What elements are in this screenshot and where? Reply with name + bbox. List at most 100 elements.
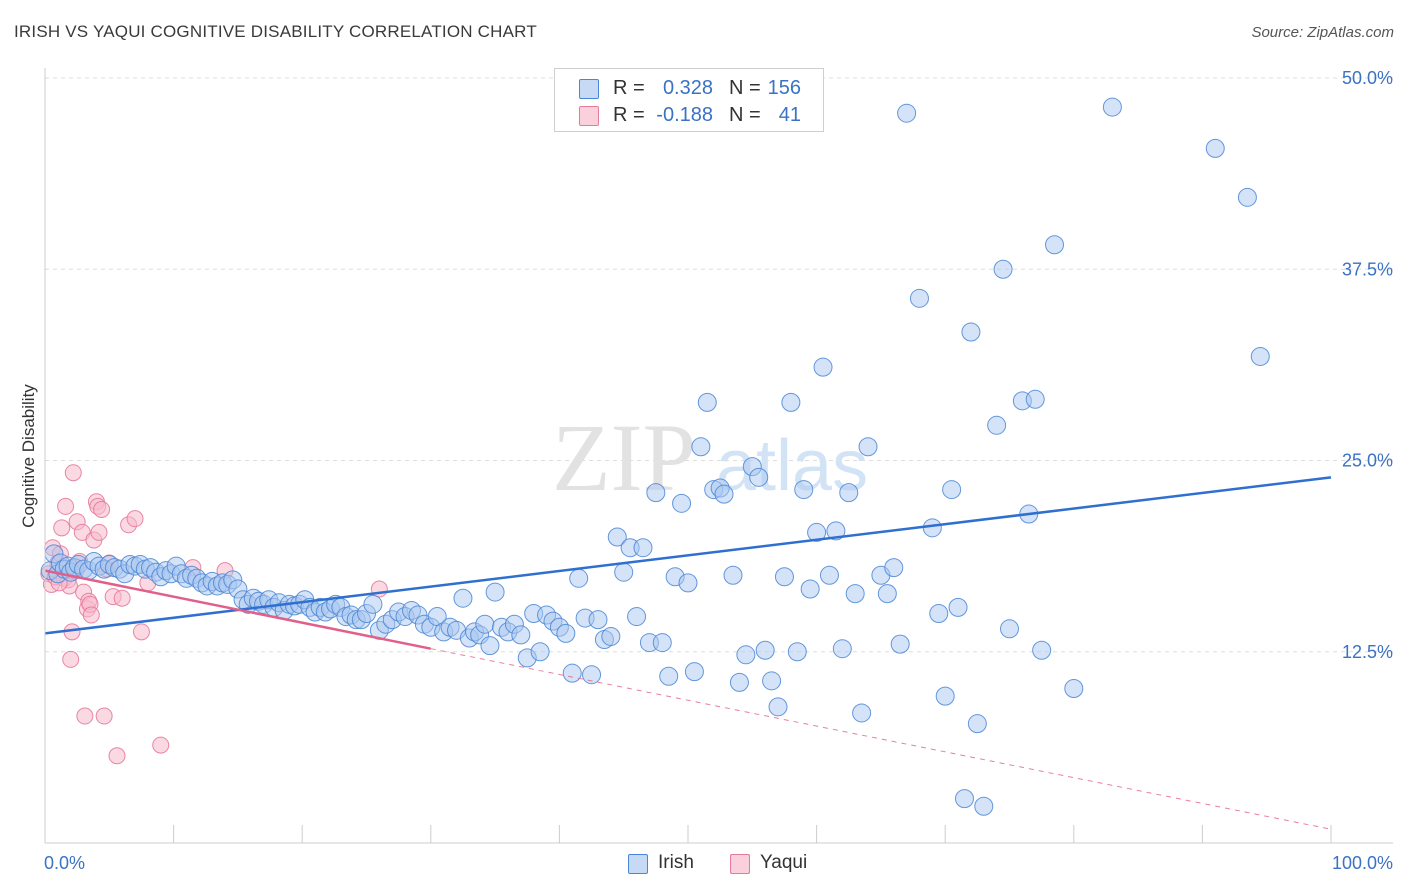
irish-point [813, 357, 833, 377]
yaqui-point [113, 589, 131, 607]
irish-point [935, 686, 955, 706]
irish-point [646, 483, 666, 503]
legend-r-label: R = [613, 104, 645, 126]
irish-point [697, 392, 717, 412]
legend-n-value: 156 [767, 77, 801, 99]
irish-point [1064, 678, 1084, 698]
irish-point [569, 568, 589, 588]
irish-point [948, 597, 968, 617]
irish-point [607, 527, 627, 547]
irish-point [954, 789, 974, 809]
irish-point [562, 663, 582, 683]
legend-swatch-yaqui [579, 106, 599, 126]
irish-point [839, 483, 859, 503]
yaqui-point [53, 519, 71, 537]
y-tick-label: 25.0% [1342, 451, 1393, 471]
irish-point [511, 625, 531, 645]
yaqui-point [152, 736, 170, 754]
irish-point [1032, 640, 1052, 660]
irish-point [363, 594, 383, 614]
irish-point [475, 614, 495, 634]
irish-point [485, 582, 505, 602]
bottom-legend-label-irish: Irish [658, 852, 694, 873]
x-tick-label-max: 100.0% [1332, 853, 1393, 873]
irish-point [852, 703, 872, 723]
x-tick-label-min: 0.0% [44, 853, 85, 873]
bottom-legend-label-yaqui: Yaqui [760, 852, 808, 873]
yaqui-point [76, 707, 94, 725]
irish-point [762, 671, 782, 691]
irish-point [684, 662, 704, 682]
irish-point [845, 584, 865, 604]
legend-r-value: 0.328 [662, 77, 713, 99]
watermark: ZIP atlas [552, 404, 868, 511]
yaqui-point [132, 623, 150, 641]
irish-point [819, 565, 839, 585]
yaqui-point [62, 650, 80, 668]
irish-trendline [44, 476, 1332, 635]
irish-point [582, 665, 602, 685]
irish-point [736, 645, 756, 665]
irish-point [993, 259, 1013, 279]
irish-point [723, 565, 743, 585]
yaqui-point [82, 606, 100, 624]
irish-point [774, 567, 794, 587]
irish-point [749, 467, 769, 487]
irish-point [1237, 187, 1257, 207]
irish-point [588, 610, 608, 630]
irish-point [929, 604, 949, 623]
irish-point [826, 521, 846, 541]
irish-point [897, 103, 917, 123]
y-tick-label: 12.5% [1342, 642, 1393, 662]
irish-point [1025, 389, 1045, 409]
irish-point [601, 626, 621, 646]
irish-point [480, 636, 500, 656]
watermark-zip: ZIP [552, 404, 696, 511]
irish-point [614, 562, 634, 582]
irish-point [961, 322, 981, 342]
irish-point [633, 538, 653, 558]
y-tick-label: 37.5% [1342, 259, 1393, 279]
irish-point [922, 518, 942, 538]
irish-point [800, 579, 820, 599]
irish-point [729, 672, 749, 692]
irish-point [787, 642, 807, 662]
irish-point [659, 666, 679, 686]
irish-point [1102, 97, 1122, 117]
irish-point [884, 558, 904, 578]
irish-point [974, 796, 994, 816]
label-layer: Cognitive Disability 12.5% 25.0% 37.5% 50.0… [19, 68, 1393, 873]
yaqui-point [95, 707, 113, 725]
irish-point [1205, 138, 1225, 158]
yaqui-point [64, 464, 82, 482]
chart-source: Source: ZipAtlas.com [1251, 24, 1394, 41]
legend-row-irish: R = 0.328 N = 156 [555, 75, 823, 101]
legend-row-yaqui: R = -0.188 N = 41 [555, 102, 823, 128]
irish-point [890, 634, 910, 654]
yaqui-point [90, 523, 108, 541]
irish-point [942, 480, 962, 500]
irish-point [714, 484, 734, 504]
irish-point [967, 714, 987, 734]
irish-point [768, 697, 788, 717]
legend-n-label: N = [729, 77, 761, 99]
irish-point [858, 437, 878, 457]
legend-n-value: 41 [778, 104, 801, 126]
irish-point [556, 623, 576, 643]
irish-point [672, 493, 692, 513]
grid-layer [45, 77, 1393, 653]
irish-point [877, 584, 897, 604]
irish-point [1045, 235, 1065, 255]
yaqui-trendline-extension [430, 648, 1332, 830]
irish-point [652, 633, 672, 653]
yaqui-point [126, 510, 144, 528]
y-tick-label: 50.0% [1342, 68, 1393, 88]
legend: R = 0.328 N = 156 R = -0.188 N = 41 [554, 68, 824, 132]
irish-point [678, 573, 698, 593]
irish-point [781, 392, 801, 412]
irish-point [453, 588, 473, 608]
irish-point [530, 642, 550, 662]
trend-layer [44, 476, 1332, 830]
yaqui-trendline [44, 569, 432, 650]
legend-n-label: N = [729, 104, 761, 126]
